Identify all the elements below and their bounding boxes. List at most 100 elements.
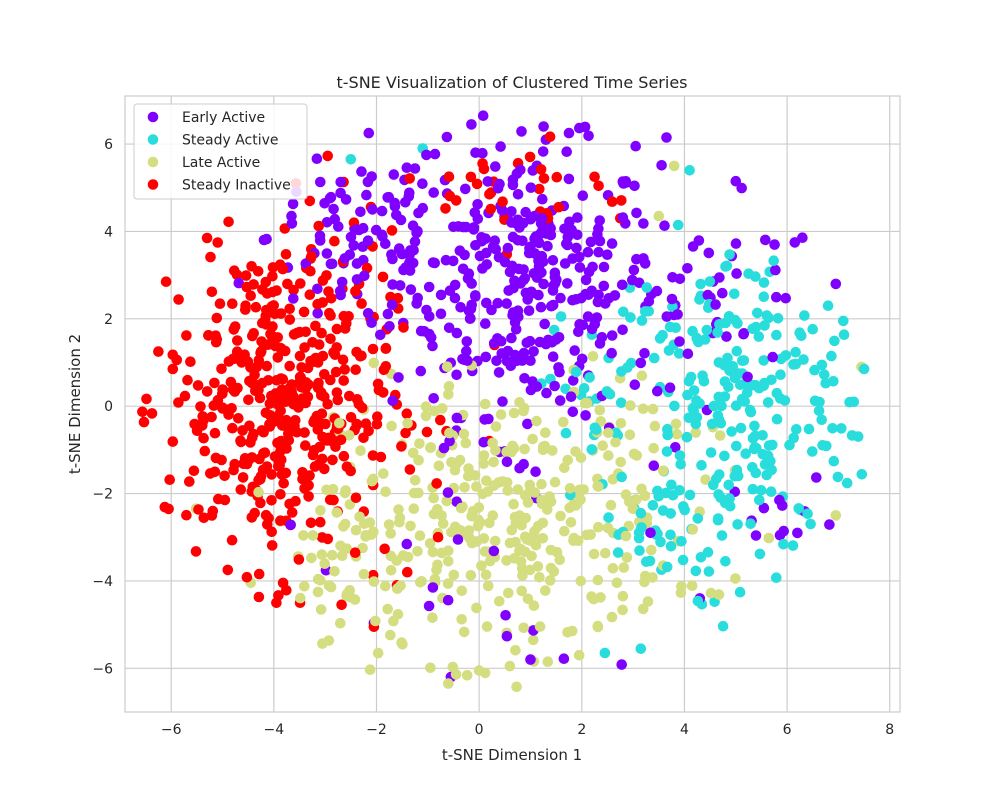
data-point (404, 257, 415, 269)
data-point (378, 468, 389, 479)
data-point (284, 303, 296, 315)
data-point (492, 297, 504, 309)
data-point (757, 430, 768, 441)
data-point (634, 545, 645, 556)
data-point (802, 508, 813, 520)
data-point (441, 495, 453, 507)
data-point (562, 278, 573, 289)
data-point (510, 536, 521, 548)
data-point (438, 442, 450, 454)
data-point (482, 176, 494, 187)
data-point (620, 530, 632, 542)
data-point (719, 391, 731, 402)
data-point (476, 232, 487, 243)
data-point (617, 212, 629, 223)
data-point (577, 190, 589, 201)
data-point (386, 225, 398, 236)
data-point (428, 393, 440, 404)
data-point (335, 540, 346, 552)
data-point (254, 392, 266, 404)
data-point (443, 322, 455, 334)
data-point (798, 354, 809, 365)
data-point (738, 355, 750, 366)
data-point (373, 384, 385, 396)
legend-marker (147, 111, 159, 123)
data-point (740, 448, 751, 460)
data-point (739, 396, 750, 407)
data-point (237, 472, 249, 483)
data-point (526, 550, 537, 562)
data-point (720, 261, 731, 272)
data-point (618, 562, 630, 573)
data-point (372, 411, 383, 423)
data-point (340, 485, 351, 496)
data-point (356, 166, 367, 177)
data-point (327, 454, 338, 466)
data-point (591, 424, 602, 436)
data-point (443, 678, 454, 689)
data-point (461, 336, 473, 347)
data-point (272, 352, 284, 363)
data-point (594, 215, 605, 226)
data-point (780, 292, 791, 304)
data-point (295, 278, 306, 289)
data-point (616, 471, 627, 483)
data-point (401, 538, 413, 550)
data-point (712, 327, 723, 338)
data-point (606, 330, 618, 341)
data-point (261, 233, 272, 245)
data-point (393, 504, 404, 515)
data-point (255, 346, 267, 357)
data-point (223, 216, 234, 228)
data-point (260, 509, 272, 521)
data-point (665, 529, 676, 541)
data-point (713, 589, 725, 600)
data-point (743, 268, 754, 280)
data-point (589, 171, 600, 183)
data-point (643, 305, 655, 317)
data-point (721, 331, 732, 342)
data-point (401, 162, 413, 173)
data-point (741, 387, 753, 399)
data-point (547, 254, 559, 266)
data-point (266, 469, 277, 480)
data-point (386, 299, 398, 311)
data-point (668, 160, 680, 172)
data-point (243, 394, 254, 406)
data-point (203, 330, 214, 341)
data-point (771, 413, 783, 425)
data-point (674, 450, 686, 461)
data-point (309, 461, 321, 472)
data-point (449, 292, 461, 304)
data-point (519, 531, 531, 543)
data-point (609, 290, 621, 301)
data-point (312, 307, 324, 319)
data-point (537, 146, 549, 157)
data-point (497, 396, 508, 407)
data-point (345, 231, 357, 243)
data-point (567, 294, 578, 306)
data-point (400, 427, 411, 439)
data-point (602, 522, 614, 534)
data-point (537, 533, 549, 544)
data-point (324, 494, 336, 506)
data-point (662, 423, 673, 435)
data-point (243, 454, 255, 465)
data-point (286, 507, 298, 518)
data-point (319, 558, 331, 569)
data-point (490, 244, 502, 255)
data-point (358, 568, 370, 580)
data-point (394, 516, 405, 528)
data-point (167, 363, 179, 375)
data-point (443, 171, 455, 182)
data-point (337, 354, 349, 366)
data-point (300, 326, 312, 338)
data-point (762, 450, 774, 462)
data-point (477, 147, 488, 159)
y-tick-label: 4 (104, 224, 113, 240)
data-point (586, 444, 598, 455)
data-point (807, 446, 818, 457)
data-point (491, 355, 502, 367)
data-point (408, 245, 419, 256)
data-point (639, 576, 650, 588)
